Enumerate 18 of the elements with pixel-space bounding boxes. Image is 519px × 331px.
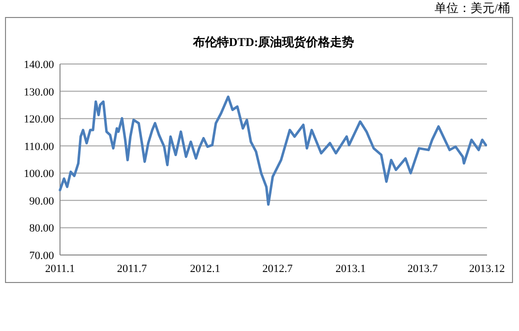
- y-tick-label: 100.00: [24, 168, 54, 180]
- x-tick-label: 2011.7: [117, 263, 148, 275]
- y-tick-label: 120.00: [24, 114, 54, 126]
- chart-title: 布伦特DTD:原油现货价格走势: [192, 35, 354, 49]
- x-tick-label: 2012.7: [262, 263, 294, 275]
- text: 单位：美元/桶: [434, 1, 510, 15]
- y-tick-label: 130.00: [24, 86, 54, 98]
- y-tick-label: 140.00: [24, 59, 54, 71]
- x-tick-label: 2013.1: [336, 263, 366, 275]
- x-tick-label: 2013.12: [469, 263, 505, 275]
- y-tick-label: 70.00: [29, 250, 54, 262]
- line-series: [58, 95, 488, 206]
- y-tick-label: 90.00: [29, 195, 54, 208]
- x-tick-label: 2013.7: [407, 263, 438, 275]
- y-tick-label: 80.00: [29, 222, 54, 235]
- x-tick-label: 2012.1: [190, 263, 220, 275]
- y-tick-label: 110.00: [24, 140, 54, 153]
- x-tick-label: 2011.1: [45, 263, 75, 275]
